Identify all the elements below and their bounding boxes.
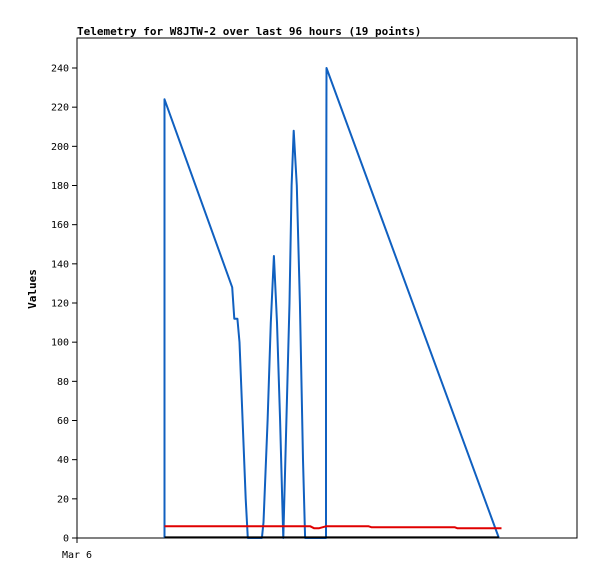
y-tick-label: 200 bbox=[51, 142, 69, 153]
y-tick-label: 160 bbox=[51, 220, 69, 231]
x-tick-label: Mar 6 bbox=[62, 550, 92, 561]
chart-title: Telemetry for W8JTW-2 over last 96 hours… bbox=[77, 25, 421, 38]
series-line-1 bbox=[163, 67, 500, 539]
y-tick-label: 0 bbox=[63, 534, 69, 545]
y-axis-label: Values bbox=[26, 269, 39, 309]
y-tick-label: 100 bbox=[51, 338, 69, 349]
y-tick-label: 240 bbox=[51, 64, 69, 75]
y-tick-label: 120 bbox=[51, 299, 69, 310]
y-tick-label: 60 bbox=[57, 416, 69, 427]
y-tick-label: 180 bbox=[51, 181, 69, 192]
series-line-2 bbox=[164, 525, 502, 530]
y-tick-label: 140 bbox=[51, 259, 69, 270]
y-tick-label: 40 bbox=[57, 455, 69, 466]
y-axis: 0 20 40 60 80 100 120 140 160 180 200 220 240 bbox=[51, 64, 77, 545]
y-tick-label: 80 bbox=[57, 377, 69, 388]
y-tick-label: 20 bbox=[57, 494, 69, 505]
y-tick-label: 220 bbox=[51, 103, 69, 114]
series-layer bbox=[163, 67, 502, 539]
x-axis: Mar 6 bbox=[62, 538, 92, 561]
